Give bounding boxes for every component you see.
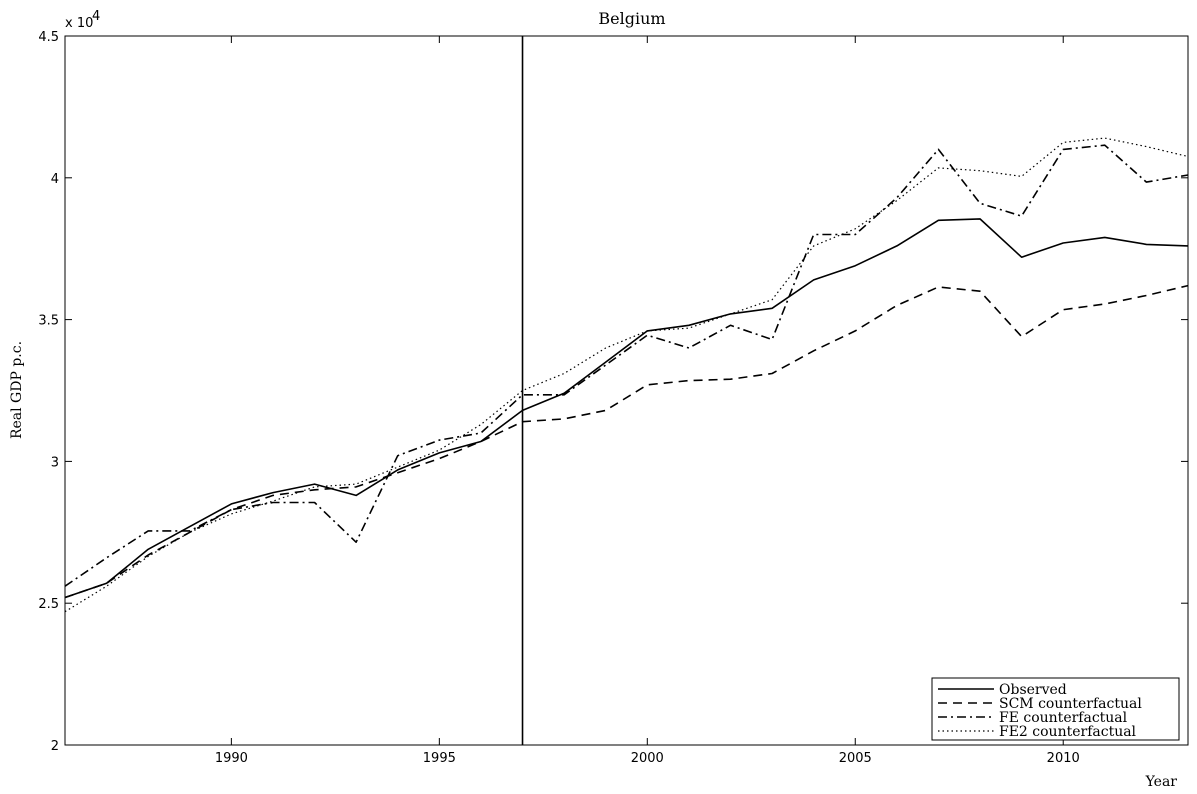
y-tick-label: 2.5 <box>38 597 59 612</box>
y-tick-label: 4.5 <box>38 30 59 45</box>
plot-frame <box>64 35 1189 746</box>
series-line-fe2-counterfactual <box>64 137 1189 613</box>
y-tick-label: 3 <box>51 455 59 470</box>
x-axis-label: Year <box>1145 774 1178 790</box>
y-tick-label: 4 <box>51 172 59 187</box>
series-line-observed <box>64 218 1189 599</box>
y-tick-label: 2 <box>51 739 59 754</box>
y-axis-label: Real GDP p.c. <box>9 341 25 439</box>
x-tick-label: 2005 <box>839 751 872 766</box>
y-multiplier-exponent: 4 <box>92 9 100 24</box>
x-tick-label: 1990 <box>215 751 248 766</box>
series-line-scm-counterfactual <box>64 284 1189 599</box>
legend-label-observed: Observed <box>999 682 1067 698</box>
legend-label-fe2: FE2 counterfactual <box>999 724 1137 740</box>
legend: Observed SCM counterfactual FE counterfa… <box>931 677 1180 741</box>
y-tick-label: 3.5 <box>38 314 59 329</box>
legend-label-scm: SCM counterfactual <box>999 696 1142 712</box>
series-layer <box>64 137 1189 613</box>
y-multiplier-base: x 10 <box>65 16 93 31</box>
series-line-fe-counterfactual <box>64 144 1189 587</box>
ticks-layer: 1990 1995 2000 2005 2010 2 2.5 3 3.5 4 4.5 <box>38 30 1188 766</box>
y-multiplier: x 10 4 <box>65 9 100 31</box>
chart-title: Belgium <box>598 9 665 28</box>
x-tick-label: 1995 <box>423 751 456 766</box>
legend-label-fe: FE counterfactual <box>999 710 1128 726</box>
x-tick-label: 2010 <box>1047 751 1080 766</box>
x-tick-label: 2000 <box>631 751 664 766</box>
